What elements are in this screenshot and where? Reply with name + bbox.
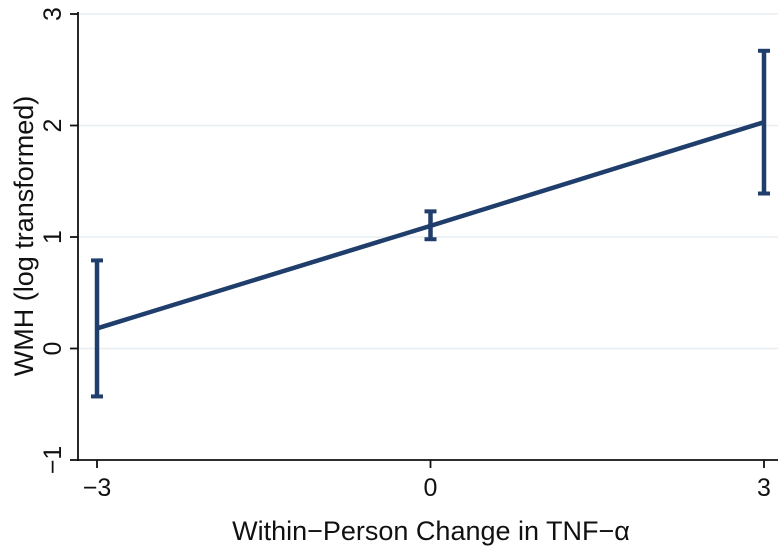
y-tick-label: −1 [39,446,67,475]
y-tick-label: 2 [39,119,67,133]
axes: −1 0 1 2 3 −3 0 3 [39,7,778,502]
x-tick-label: 0 [424,474,438,502]
x-tick-label: 3 [757,474,771,502]
error-bar-0 [91,258,103,399]
plot-marks [91,48,770,399]
error-bar-2 [758,48,770,196]
y-axis-title: WMH (log transformed) [9,96,39,377]
y-tick-label: 3 [39,7,67,21]
error-bar-1 [424,209,437,242]
gridlines [78,13,778,350]
x-axis-title: Within−Person Change in TNF−α [232,516,630,546]
y-tick-label: 1 [39,230,67,244]
x-tick-label: −3 [83,474,112,502]
y-tick-label: 0 [39,342,67,356]
